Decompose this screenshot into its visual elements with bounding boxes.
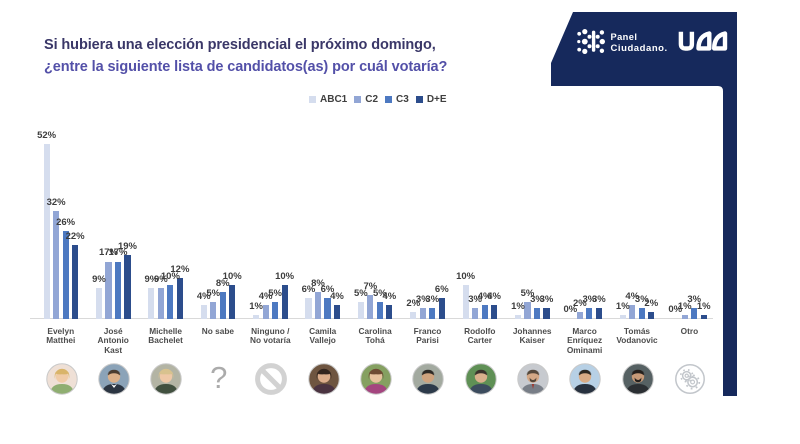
svg-text:Panel: Panel — [611, 32, 638, 42]
svg-text:Ciudadano.: Ciudadano. — [611, 43, 668, 54]
